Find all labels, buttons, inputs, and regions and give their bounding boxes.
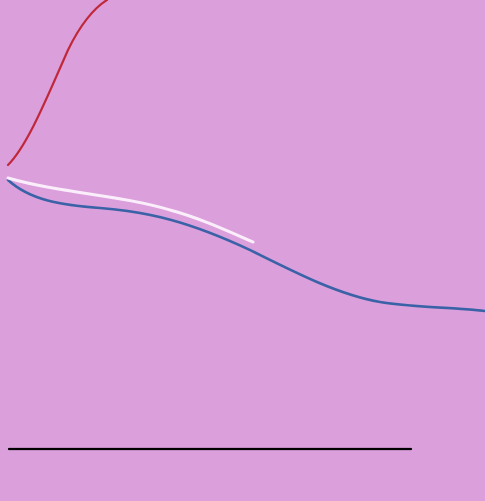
white-curve — [6, 176, 255, 244]
red-curve — [6, 0, 109, 167]
blue-curve — [6, 178, 485, 313]
